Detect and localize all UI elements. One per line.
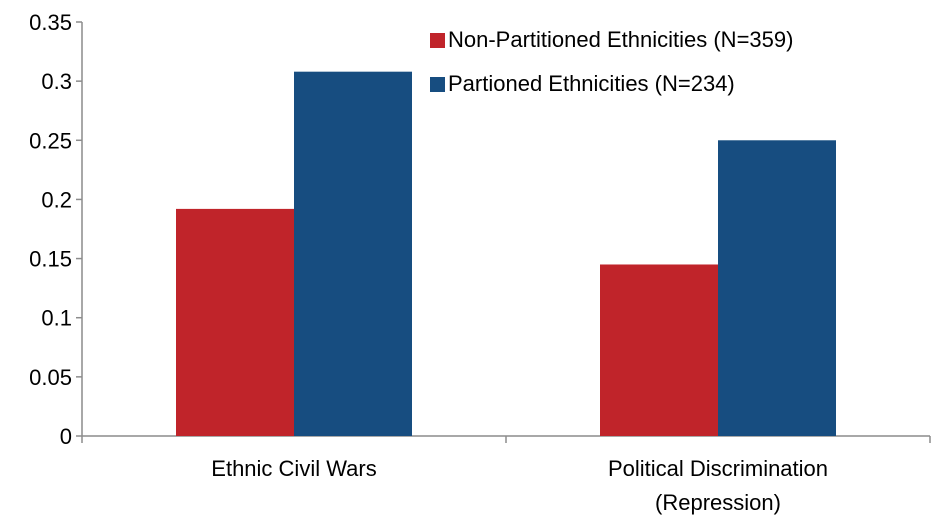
bar-partitioned-1	[718, 140, 836, 437]
legend-swatch	[430, 77, 445, 92]
y-tick-label: 0.35	[29, 10, 72, 35]
y-tick-label: 0.2	[41, 187, 72, 212]
y-tick-label: 0.25	[29, 128, 72, 153]
bar-partitioned-0	[294, 71, 412, 437]
y-tick-label: 0.05	[29, 365, 72, 390]
category-labels: Ethnic Civil Wars Political Discriminatio…	[211, 456, 828, 515]
legend-swatch	[430, 33, 445, 48]
x-category-label: Political Discrimination	[608, 456, 828, 481]
x-category-label: Ethnic Civil Wars	[211, 456, 376, 481]
legend-label: Non-Partitioned Ethnicities (N=359)	[448, 27, 793, 52]
y-axis: 0 0.05 0.1 0.15 0.2 0.25 0.3 0.35	[29, 10, 83, 449]
y-tick-label: 0.3	[41, 69, 72, 94]
y-tick-label: 0.1	[41, 306, 72, 331]
bars	[176, 71, 836, 437]
legend: Non-Partitioned Ethnicities (N=359) Parti…	[430, 27, 793, 96]
bar-non-partitioned-0	[176, 208, 294, 436]
x-category-label: (Repression)	[655, 490, 781, 515]
bar-non-partitioned-1	[600, 264, 718, 436]
legend-label: Partioned Ethnicities (N=234)	[448, 71, 735, 96]
y-tick-label: 0.15	[29, 247, 72, 272]
y-tick-label: 0	[60, 424, 72, 449]
x-axis	[81, 435, 931, 443]
